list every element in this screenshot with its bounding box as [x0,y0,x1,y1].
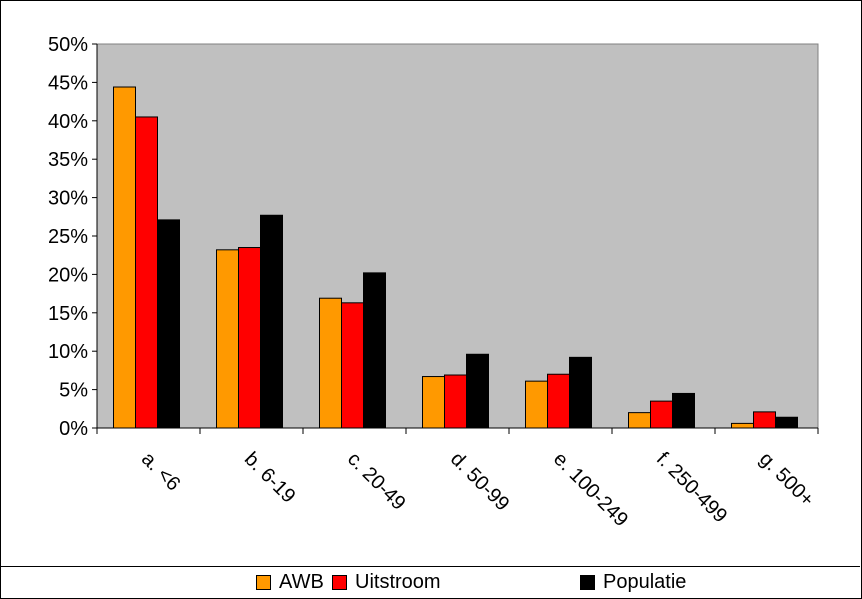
bar-uitstroom-1 [239,248,261,428]
x-tick-label: g. 500+ [755,448,818,511]
bar-populatie-4 [570,357,592,428]
bar-awb-3 [423,377,445,428]
bar-chart: 0% 5% 10% 15% 20% 25% 30% 35% 40% 45% 50% a. <6 b. … [0,0,862,565]
x-tick-label: c. 20-49 [343,448,410,515]
y-tick-label: 20% [48,264,88,286]
y-tick-label: 15% [48,303,88,325]
bar-uitstroom-0 [136,117,158,428]
x-tick-label: e. 100-249 [549,448,632,531]
bar-uitstroom-4 [548,374,570,428]
legend-item-awb: AWB [256,571,324,594]
x-tick-label: a. <6 [137,448,184,495]
bar-populatie-5 [673,393,695,428]
bar-awb-2 [320,298,342,428]
y-tick-label: 35% [48,149,88,171]
legend: AWB Uitstroom Populatie [0,566,860,599]
bar-awb-1 [217,250,239,428]
y-tick-label: 0% [59,418,88,440]
y-tick-label: 30% [48,188,88,210]
legend-label-uitstroom: Uitstroom [355,571,441,594]
legend-item-uitstroom: Uitstroom [332,571,441,594]
bar-populatie-0 [158,220,180,428]
y-tick-label: 40% [48,111,88,133]
y-tick-label: 10% [48,341,88,363]
legend-label-populatie: Populatie [603,571,686,594]
plot-area [97,44,818,428]
y-tick-label: 5% [59,380,88,402]
bar-awb-6 [732,423,754,428]
bar-awb-5 [629,413,651,428]
bar-populatie-6 [776,417,798,428]
bar-uitstroom-5 [651,401,673,428]
y-tick-label: 50% [48,34,88,56]
x-tick-label: d. 50-99 [446,448,513,515]
bar-awb-4 [526,381,548,428]
y-tick-label: 45% [48,72,88,94]
legend-swatch-populatie [580,575,595,590]
bar-populatie-1 [261,215,283,428]
y-tick-label: 25% [48,226,88,248]
legend-label-awb: AWB [279,571,324,594]
legend-item-populatie: Populatie [580,571,686,594]
x-tick-label: b. 6-19 [240,448,300,508]
bar-uitstroom-3 [445,375,467,428]
y-axis: 0% 5% 10% 15% 20% 25% 30% 35% 40% 45% 50% [48,34,97,440]
x-axis: a. <6 b. 6-19 c. 20-49 d. 50-99 e. 100-249 f.… [97,428,818,531]
legend-swatch-awb [256,575,271,590]
bar-populatie-3 [467,354,489,428]
bar-uitstroom-6 [754,412,776,428]
bar-awb-0 [114,87,136,428]
bar-populatie-2 [364,273,386,428]
legend-swatch-uitstroom [332,575,347,590]
x-tick-label: f. 250-499 [652,448,731,527]
bar-uitstroom-2 [342,303,364,428]
